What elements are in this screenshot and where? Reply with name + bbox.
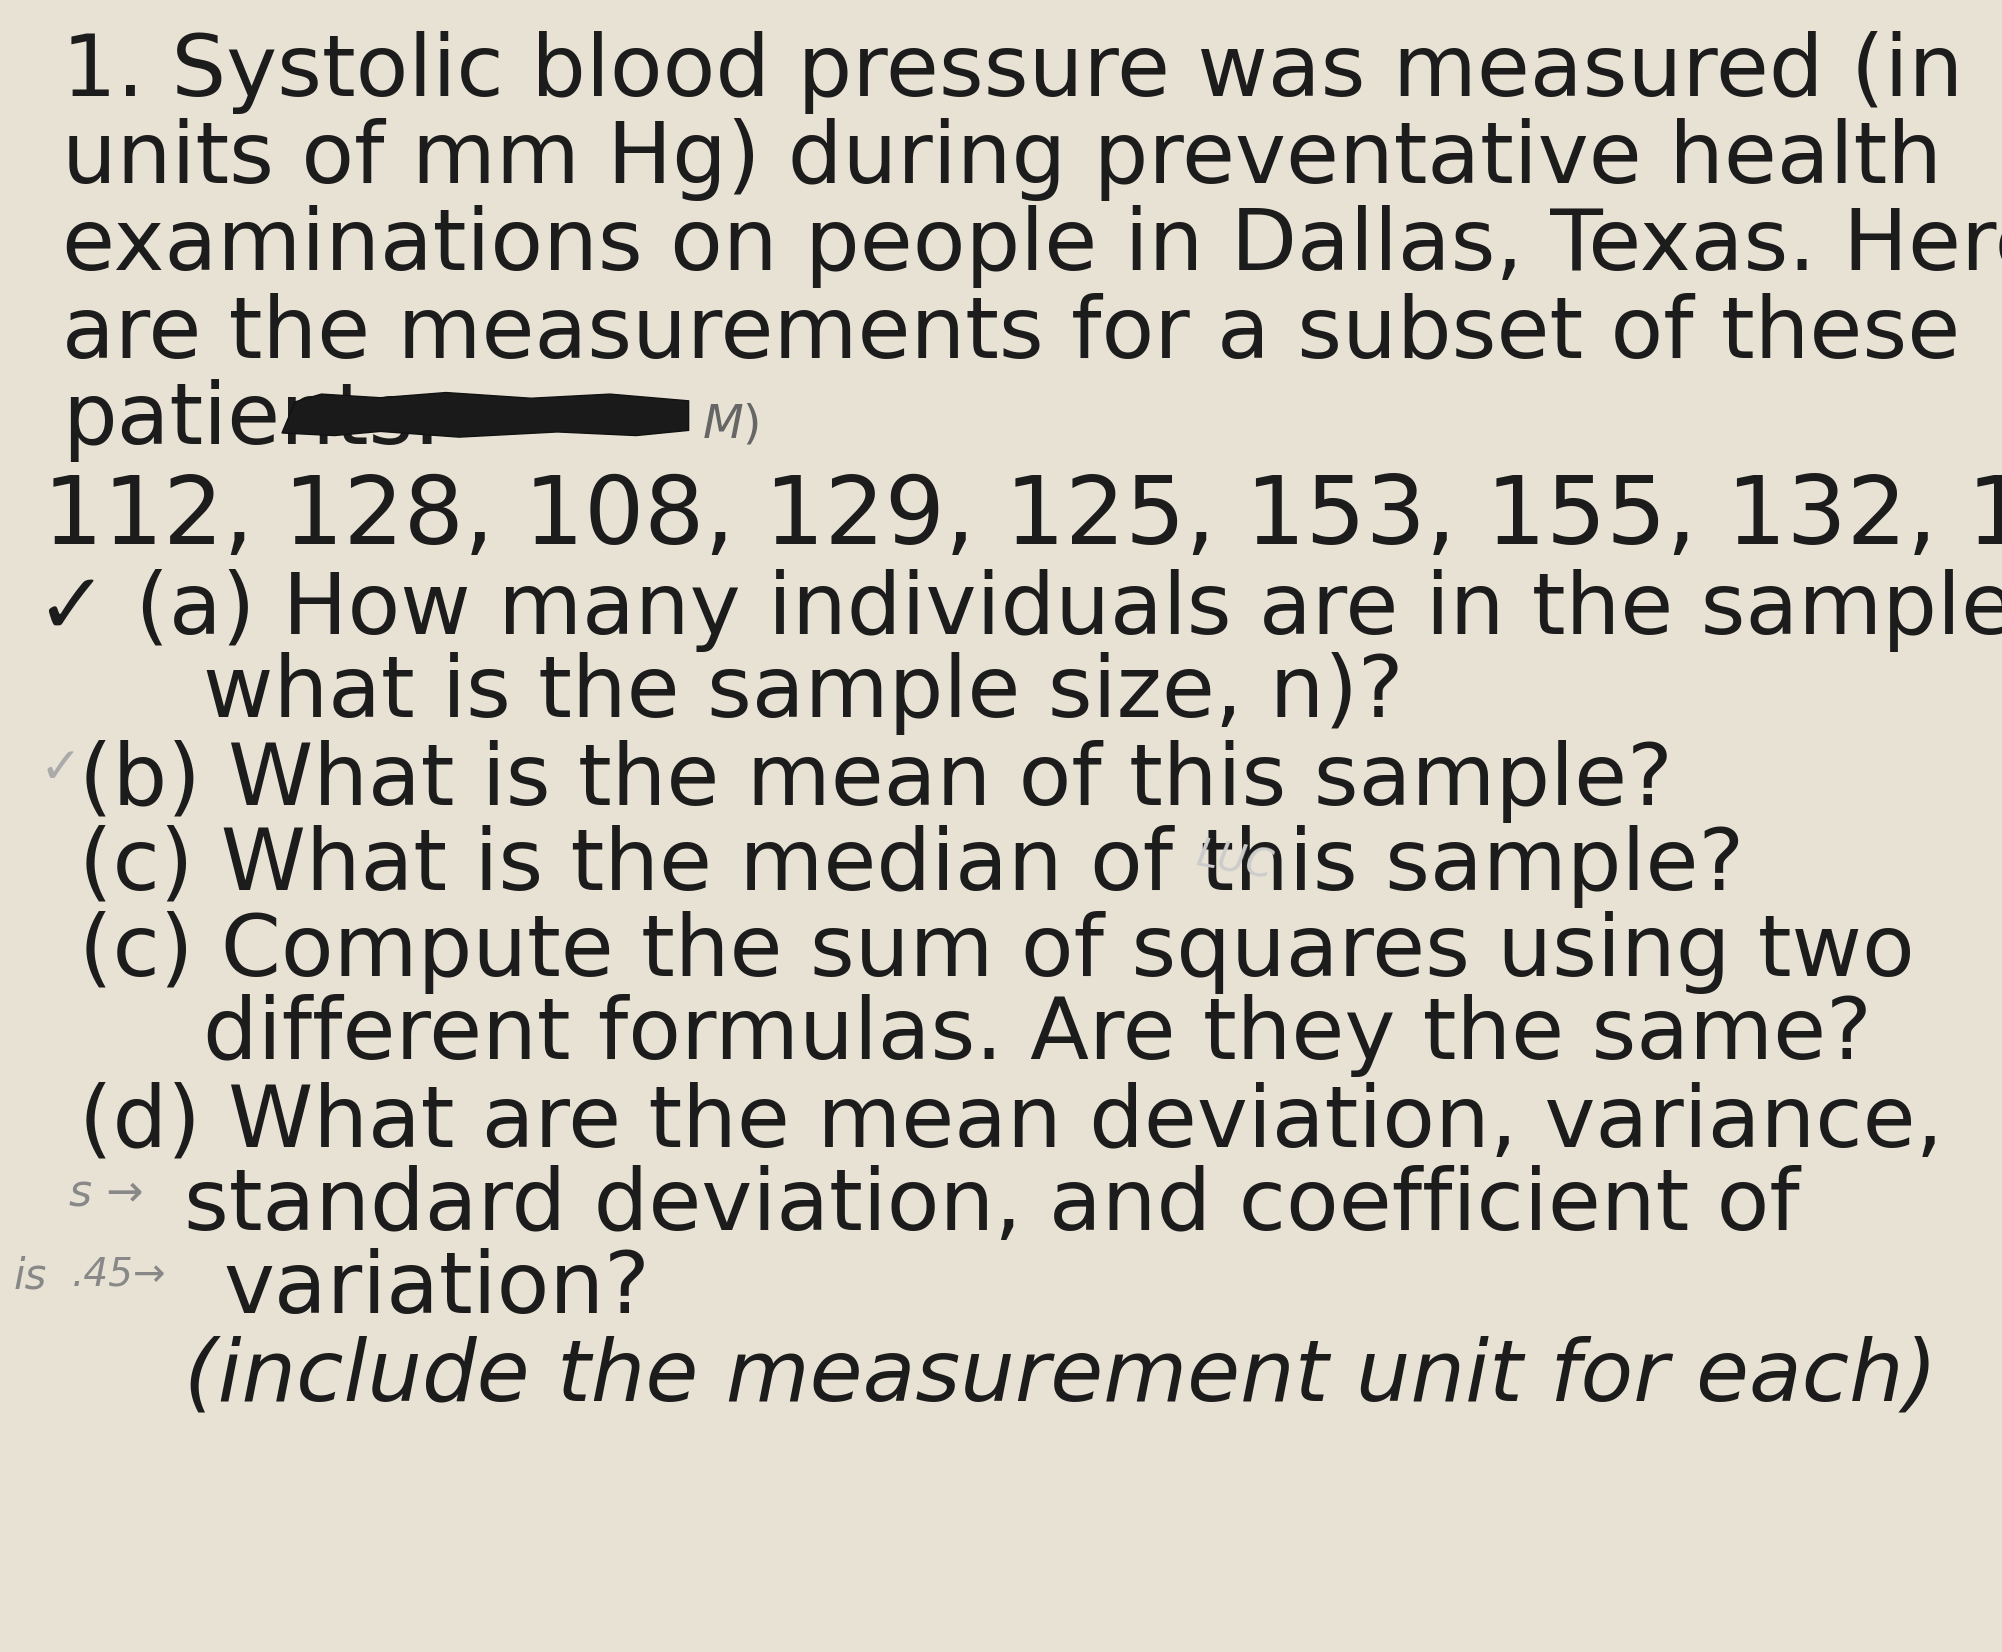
Text: 1. Systolic blood pressure was measured (in: 1. Systolic blood pressure was measured … <box>62 31 1964 114</box>
Text: ✓ (a) How many individuals are in the sample (i.e.,: ✓ (a) How many individuals are in the sa… <box>36 568 2002 653</box>
Text: standard deviation, and coefficient of: standard deviation, and coefficient of <box>184 1165 1800 1247</box>
Text: s →: s → <box>68 1173 144 1216</box>
Text: different formulas. Are they the same?: different formulas. Are they the same? <box>204 995 1872 1077</box>
Text: .45→: .45→ <box>72 1256 166 1294</box>
Text: variation?: variation? <box>222 1247 651 1332</box>
Text: $\mathit{M}$): $\mathit{M}$) <box>703 403 759 448</box>
Text: 112, 128, 108, 129, 125, 153, 155, 132, 137: 112, 128, 108, 129, 125, 153, 155, 132, … <box>42 471 2002 563</box>
Text: (d) What are the mean deviation, variance,: (d) What are the mean deviation, varianc… <box>78 1082 1942 1165</box>
Text: (c) Compute the sum of squares using two: (c) Compute the sum of squares using two <box>78 910 1914 995</box>
Polygon shape <box>282 393 689 438</box>
Text: (c) What is the median of this sample?: (c) What is the median of this sample? <box>78 826 1744 909</box>
Text: LUC: LUC <box>1193 836 1275 887</box>
Text: ✓: ✓ <box>40 745 82 793</box>
Text: units of mm Hg) during preventative health: units of mm Hg) during preventative heal… <box>62 119 1942 202</box>
Text: is: is <box>14 1256 46 1297</box>
Text: (include the measurement unit for each): (include the measurement unit for each) <box>184 1336 1938 1419</box>
Text: are the measurements for a subset of these: are the measurements for a subset of the… <box>62 292 1960 375</box>
Text: what is the sample size, n)?: what is the sample size, n)? <box>204 653 1403 735</box>
Text: examinations on people in Dallas, Texas. Here: examinations on people in Dallas, Texas.… <box>62 205 2002 287</box>
Text: (b) What is the mean of this sample?: (b) What is the mean of this sample? <box>78 740 1672 823</box>
Text: patients.: patients. <box>62 380 440 463</box>
